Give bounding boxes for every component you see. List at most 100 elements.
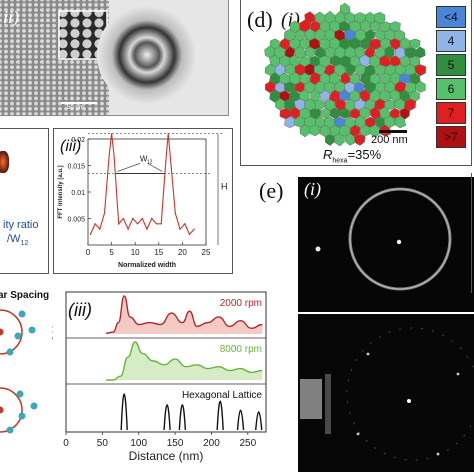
fft-ytick-label: 0.01 xyxy=(71,190,85,197)
gr-xtick-label: 0 xyxy=(63,438,69,449)
fft-ytick-label: 0.02 xyxy=(71,137,85,144)
voronoi-cell xyxy=(289,54,300,67)
fft-point xyxy=(174,212,176,214)
r-hexa-value: =35% xyxy=(347,147,382,162)
r-hexa-subscript: hexa xyxy=(332,157,348,165)
voronoi-cell xyxy=(404,47,416,59)
ratio-text-line2: /W12 xyxy=(7,233,28,247)
legend-item-4: 7 xyxy=(436,102,466,124)
gr-area-1 xyxy=(106,342,263,380)
panel-d: (d) (i) 200 nm Rhexa=35% <4 4 5 6 7 >7 xyxy=(240,0,472,166)
coordination-legend: <4 4 5 6 7 >7 xyxy=(436,6,466,150)
gr-series-label-2: Hexagonal Lattice xyxy=(182,390,262,401)
lattice-peak xyxy=(120,393,128,431)
diffraction-ring-top xyxy=(315,187,452,291)
panel-e-sub: (i) xyxy=(304,179,321,199)
fft-w-subscript: 12 xyxy=(147,159,153,165)
fft-xtick-label: 15 xyxy=(154,248,163,257)
gr-xtick-label: 50 xyxy=(97,438,109,449)
panel-sem-image: ii) 50 μm xyxy=(0,0,229,116)
voronoi-scalebar-label: 200 nm xyxy=(371,134,408,146)
gr-xlabel: Distance (nm) xyxy=(129,449,204,463)
diffraction-image-bottom xyxy=(298,314,474,472)
voronoi-cell xyxy=(369,21,381,32)
voronoi-cell xyxy=(345,63,356,77)
fft-ylabel: FFT intensity [a.u.] xyxy=(58,165,64,218)
fft-point xyxy=(136,223,139,225)
voronoi-cell xyxy=(339,108,351,119)
voronoi-cell xyxy=(404,98,416,111)
gr-xtick-label: 100 xyxy=(130,438,147,449)
legend-item-0: <4 xyxy=(436,6,466,28)
fft-series-line xyxy=(89,133,195,236)
fft-point xyxy=(113,154,115,156)
fft-panel-sub: (iii) xyxy=(60,138,81,155)
voronoi-cell xyxy=(383,115,396,128)
fft-point xyxy=(146,228,148,230)
spacing-title: ar Spacing xyxy=(0,290,50,301)
voronoi-cell xyxy=(389,108,400,119)
panel-e: (e) (i) xyxy=(245,170,474,474)
fft-w-pointer-right xyxy=(147,163,163,172)
diffraction-image-top: (i) xyxy=(298,177,474,312)
diffraction-ring-bottom xyxy=(300,327,474,461)
panel-gr: 0 50 100 150 200 250 Distance (nm) Normalized g… xyxy=(52,282,274,474)
gr-series-line-0 xyxy=(105,295,263,334)
voronoi-cell xyxy=(334,63,346,77)
voronoi-cell xyxy=(324,134,336,146)
lattice-peak xyxy=(216,400,224,431)
fft-point xyxy=(188,233,191,235)
fft-point xyxy=(99,228,101,230)
voronoi-cell xyxy=(319,124,331,138)
fft-point xyxy=(184,223,186,225)
voronoi-cell xyxy=(339,2,351,15)
gr-xtick-label: 150 xyxy=(167,438,184,449)
gr-series-label-0: 2000 rpm xyxy=(220,298,262,309)
gr-ylabel: Normalized g(r) xyxy=(52,324,53,400)
voronoi-map xyxy=(264,2,426,147)
voronoi-cell xyxy=(284,81,296,93)
panel-mid-left: ity ratio /W12 xyxy=(0,128,49,274)
lattice-schematic xyxy=(0,309,38,434)
voronoi-cell xyxy=(414,46,426,59)
lattice-peak xyxy=(255,411,263,431)
voronoi-cell xyxy=(409,38,421,49)
voronoi-cell xyxy=(305,46,316,59)
fft-ytick-label: 0.015 xyxy=(67,164,85,171)
fft-xtick-label: 0 xyxy=(86,248,91,257)
ratio-text-subscript: 12 xyxy=(20,240,29,248)
voronoi-cell xyxy=(320,89,330,102)
voronoi-cell xyxy=(404,82,416,94)
gr-chart: 0 50 100 150 200 250 Distance (nm) Normalized g… xyxy=(52,291,267,463)
ratio-text-w: /W xyxy=(7,233,21,245)
ratio-text-line1: ity ratio xyxy=(3,219,39,231)
fft-xtick-label: 25 xyxy=(202,248,211,257)
voronoi-cell xyxy=(354,134,366,146)
fft-point xyxy=(94,223,96,225)
voronoi-cell xyxy=(299,124,311,138)
fft-w-label: W xyxy=(140,154,148,163)
panel-bottom-left: ar Spacing xyxy=(0,282,50,474)
fft-point xyxy=(127,228,129,230)
voronoi-cell xyxy=(364,81,376,94)
fft-point xyxy=(160,223,162,225)
panel-e-right-edge xyxy=(471,173,474,293)
voronoi-cell xyxy=(264,63,276,76)
legend-item-2: 5 xyxy=(436,54,466,76)
fft-point xyxy=(108,154,110,156)
voronoi-cell xyxy=(320,108,331,119)
voronoi-cell xyxy=(399,107,410,120)
voronoi-cell xyxy=(414,64,426,77)
fft-point xyxy=(122,217,124,220)
fft-point xyxy=(103,212,106,214)
gr-area-0 xyxy=(106,296,263,334)
voronoi-cell xyxy=(299,19,311,33)
gr-xtick-label: 250 xyxy=(239,438,256,449)
gr-xtick-label: 200 xyxy=(203,438,220,449)
fft-point xyxy=(141,217,143,220)
gr-series-label-1: 8000 rpm xyxy=(220,344,262,355)
gr-series-line-1 xyxy=(106,341,263,381)
voronoi-cell xyxy=(355,63,366,77)
lattice-peak xyxy=(178,404,187,431)
fft-xtick-label: 5 xyxy=(109,248,114,257)
